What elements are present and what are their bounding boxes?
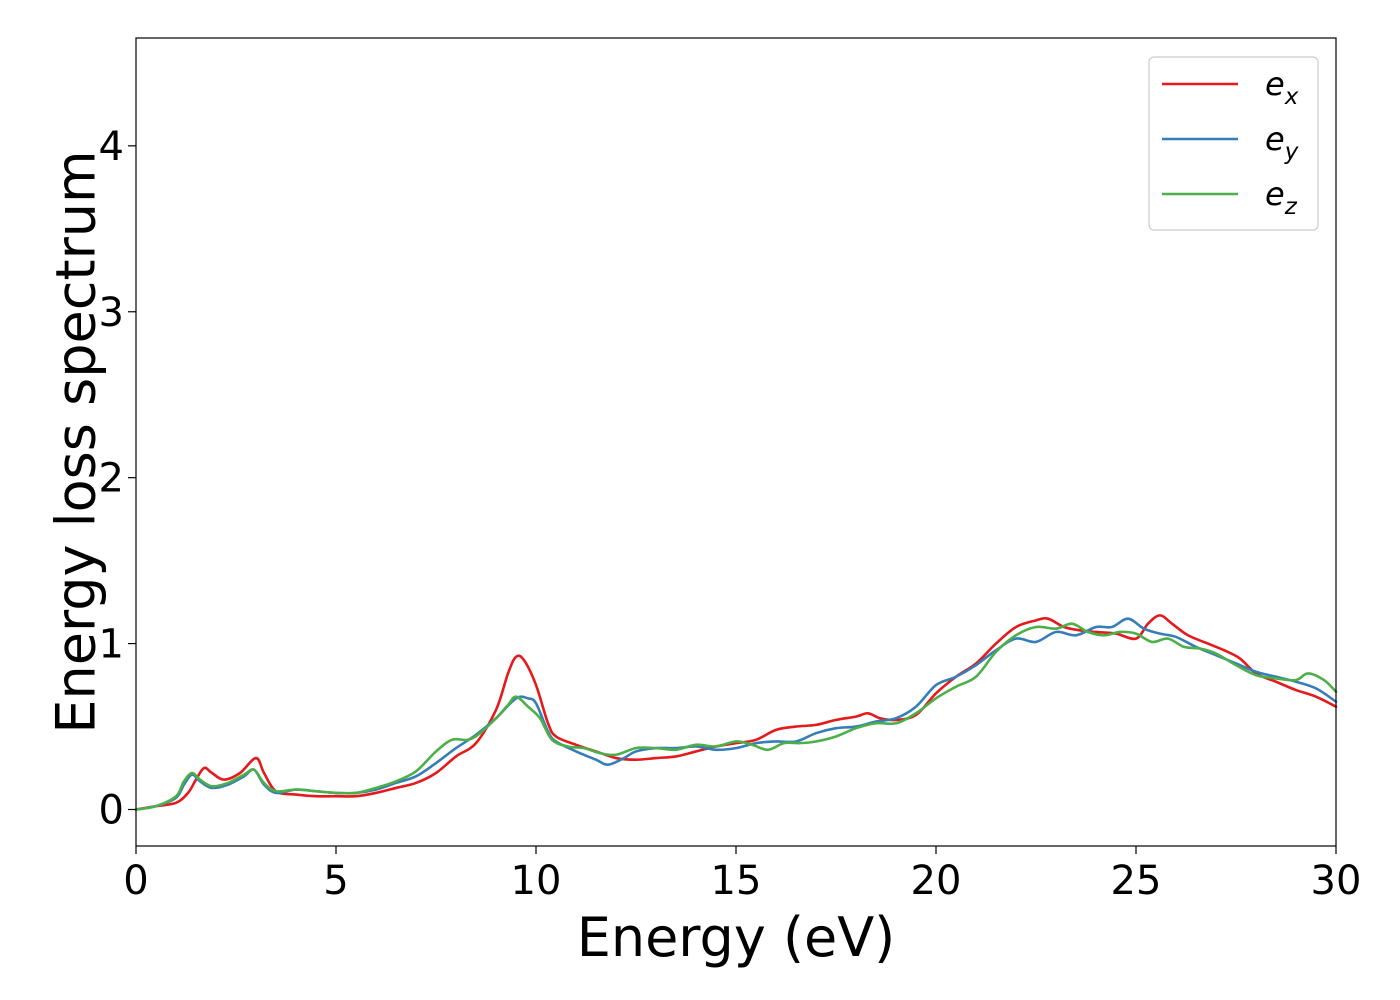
- legend-label-ex: ex: [1265, 65, 1299, 110]
- y-tick-label: 0: [99, 787, 124, 833]
- y-tick-label: 3: [99, 290, 124, 336]
- y-tick-label: 2: [99, 456, 124, 502]
- y-tick-label: 4: [99, 124, 124, 170]
- y-axis-title: Energy loss spectrum: [45, 150, 108, 733]
- x-tick-label: 0: [123, 858, 148, 904]
- x-axis-title: Energy (eV): [577, 906, 896, 969]
- x-tick-label: 10: [511, 858, 562, 904]
- x-tick-label: 15: [711, 858, 762, 904]
- x-tick-label: 20: [911, 858, 962, 904]
- x-tick-label: 25: [1111, 858, 1162, 904]
- x-tick-label: 5: [323, 858, 348, 904]
- series-line-ez: [134, 622, 1338, 811]
- x-tick-label: 30: [1311, 858, 1362, 904]
- series-layer: [134, 614, 1338, 811]
- y-tick-label: 1: [99, 622, 124, 668]
- ticks-layer: 0 5 10 15 20 25 30 0 1 2 3 4: [99, 124, 1362, 904]
- legend-box: [1148, 56, 1319, 231]
- legend-label-ey: ey: [1265, 120, 1299, 165]
